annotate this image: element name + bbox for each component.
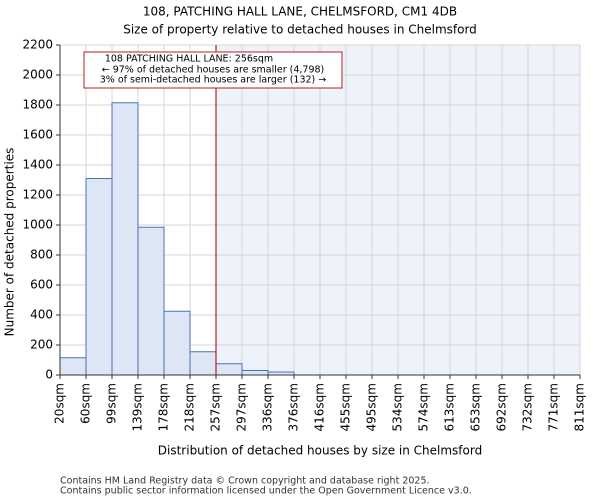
x-tick-label: 60sqm bbox=[79, 383, 93, 424]
y-tick-label: 2000 bbox=[22, 68, 53, 82]
y-tick-label: 1000 bbox=[22, 218, 53, 232]
x-tick-label: 613sqm bbox=[443, 383, 457, 431]
x-tick-label: 99sqm bbox=[105, 383, 119, 424]
histogram-bar bbox=[137, 226, 165, 376]
x-tick-label: 20sqm bbox=[53, 383, 67, 424]
histogram-bar bbox=[241, 370, 269, 376]
y-tick-label: 400 bbox=[30, 308, 53, 322]
annotation: 108 PATCHING HALL LANE: 256sqm ← 97% of … bbox=[83, 51, 343, 89]
x-axis-label: Distribution of detached houses by size … bbox=[158, 444, 482, 458]
histogram-bar bbox=[189, 351, 217, 376]
x-tick-label: 218sqm bbox=[183, 383, 197, 431]
x-tick-label: 178sqm bbox=[157, 383, 171, 431]
y-tick-label: 1600 bbox=[22, 128, 53, 142]
annotation-box bbox=[83, 51, 343, 89]
footer-licence: Contains public sector information licen… bbox=[60, 486, 472, 497]
x-tick-label: 653sqm bbox=[469, 383, 483, 431]
x-tick-label: 376sqm bbox=[287, 383, 301, 431]
x-tick-label: 336sqm bbox=[261, 383, 275, 431]
chart-subtitle: Size of property relative to detached ho… bbox=[123, 23, 477, 37]
y-axis-label: Number of detached properties bbox=[3, 148, 17, 337]
histogram-bar bbox=[59, 357, 87, 376]
y-tick-label: 200 bbox=[30, 338, 53, 352]
y-tick-label: 0 bbox=[45, 368, 53, 382]
histogram-bar bbox=[163, 310, 191, 376]
chart-title: 108, PATCHING HALL LANE, CHELMSFORD, CM1… bbox=[143, 5, 457, 19]
y-tick-label: 1200 bbox=[22, 188, 53, 202]
x-tick-label: 257sqm bbox=[209, 383, 223, 431]
annotation-line-2: ← 97% of detached houses are smaller (4,… bbox=[102, 65, 325, 76]
y-tick-label: 800 bbox=[30, 248, 53, 262]
y-tick-label: 600 bbox=[30, 278, 53, 292]
x-tick-label: 771sqm bbox=[547, 383, 561, 431]
x-tick-label: 811sqm bbox=[573, 383, 587, 431]
x-tick-label: 574sqm bbox=[417, 383, 431, 431]
x-tick-label: 455sqm bbox=[339, 383, 353, 431]
x-tick-label: 297sqm bbox=[235, 383, 249, 431]
y-tick-label: 2200 bbox=[22, 38, 53, 52]
histogram-bar bbox=[111, 102, 139, 376]
x-tick-label: 139sqm bbox=[131, 383, 145, 431]
y-tick-label: 1800 bbox=[22, 98, 53, 112]
footer-copyright: Contains HM Land Registry data © Crown c… bbox=[60, 476, 430, 487]
x-tick-label: 534sqm bbox=[391, 383, 405, 431]
annotation-line-3: 3% of semi-detached houses are larger (1… bbox=[100, 75, 327, 86]
x-tick-label: 495sqm bbox=[365, 383, 379, 431]
y-tick-label: 1400 bbox=[22, 158, 53, 172]
x-tick-label: 732sqm bbox=[521, 383, 535, 431]
x-tick-label: 416sqm bbox=[313, 383, 327, 431]
annotation-line-1: 108 PATCHING HALL LANE: 256sqm bbox=[105, 54, 273, 65]
histogram-bar bbox=[85, 178, 113, 376]
histogram-bar bbox=[215, 363, 243, 376]
x-tick-label: 692sqm bbox=[495, 383, 509, 431]
